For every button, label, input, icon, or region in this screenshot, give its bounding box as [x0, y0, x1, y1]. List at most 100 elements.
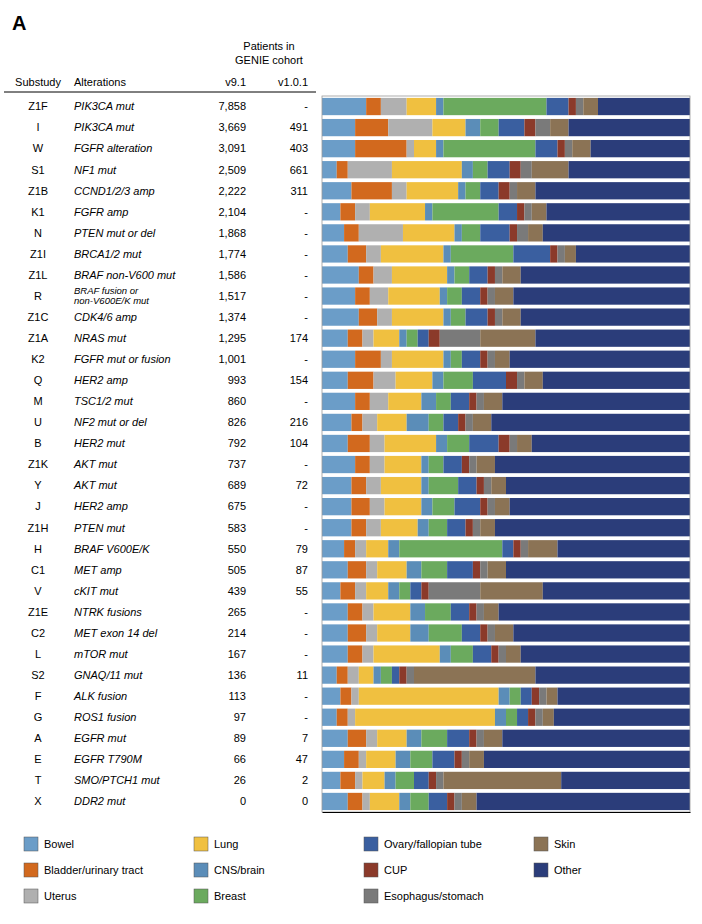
bar-segment	[521, 266, 690, 283]
bar-segment	[392, 666, 399, 683]
bar-segment	[388, 582, 399, 599]
bar-segment	[322, 666, 337, 683]
cohort-value: 1,001	[218, 353, 246, 365]
bar-segment	[477, 477, 484, 494]
alteration-label: PIK3CA mut	[74, 100, 135, 112]
bar-segment	[322, 561, 348, 578]
cohort-value: 1,586	[218, 269, 246, 281]
bar-segment	[558, 140, 565, 157]
bar-segment	[396, 751, 411, 768]
category-label: W	[33, 142, 44, 154]
bar-segment	[502, 266, 520, 283]
bar-segment	[362, 772, 384, 789]
bar-segment	[381, 477, 421, 494]
bar-segment	[469, 393, 476, 410]
category-label: J	[35, 500, 41, 512]
bar-segment	[355, 456, 370, 473]
alteration-label: TSC1/2 mut	[74, 395, 134, 407]
bar-segment	[495, 351, 510, 368]
series	[477, 98, 690, 810]
bar-segment	[513, 540, 520, 557]
bar-segment	[351, 519, 366, 536]
bar-segment	[377, 624, 410, 641]
bar-segment	[322, 519, 351, 536]
legend-swatch	[534, 837, 548, 851]
bar-segment	[480, 624, 487, 641]
category-label: K2	[31, 353, 44, 365]
bar-segment	[392, 308, 444, 325]
bar-segment	[488, 624, 495, 641]
bar-segment	[348, 161, 392, 178]
bar-segment	[499, 435, 510, 452]
bar-segment	[499, 203, 517, 220]
bar-segment	[392, 161, 462, 178]
bar-segment	[362, 603, 373, 620]
bar-segment	[546, 98, 568, 115]
bar-segment	[495, 709, 506, 726]
bar-segment	[381, 351, 392, 368]
bar-segment	[502, 308, 520, 325]
bar-segment	[362, 414, 377, 431]
bar-segment	[480, 224, 509, 241]
alteration-label: HER2 amp	[74, 374, 128, 386]
bar-segment	[399, 582, 410, 599]
bar-segment	[469, 456, 476, 473]
bar-segment	[440, 330, 480, 347]
cohort-value: 216	[290, 416, 308, 428]
bar-segment	[543, 224, 690, 241]
bar-segment	[443, 414, 458, 431]
legend-swatch	[364, 863, 378, 877]
bar-segment	[421, 582, 428, 599]
cohort-value: -	[304, 648, 308, 660]
plot-frame	[322, 96, 690, 812]
category-label: R	[34, 290, 42, 302]
bar-segment	[392, 182, 407, 199]
column-header: Substudy	[15, 76, 61, 88]
bar-segment	[322, 245, 348, 262]
bar-segment	[488, 498, 495, 515]
cohort-value: -	[304, 522, 308, 534]
bar-segment	[407, 666, 414, 683]
bar-segment	[414, 666, 535, 683]
bar-segment	[517, 182, 535, 199]
cohort-value: 154	[290, 374, 308, 386]
bar-segment	[451, 245, 514, 262]
bar-segment	[407, 330, 418, 347]
alteration-label: HER2 mut	[74, 437, 126, 449]
bar-segment	[462, 287, 480, 304]
bar-segment	[535, 666, 690, 683]
bar-segment	[510, 351, 690, 368]
bar-segment	[322, 498, 351, 515]
bar-segment	[469, 730, 476, 747]
bar-segment	[466, 308, 488, 325]
bar-segment	[510, 161, 521, 178]
bar-segment	[506, 561, 690, 578]
bar-segment	[440, 287, 447, 304]
bar-segment	[366, 624, 377, 641]
bar-segment	[374, 603, 411, 620]
bar-segment	[432, 372, 443, 389]
bar-segment	[447, 266, 454, 283]
alteration-label: EGFR mut	[74, 732, 127, 744]
alteration-label: FGFR amp	[74, 206, 128, 218]
bar-segment	[499, 182, 510, 199]
bar-segment	[348, 603, 363, 620]
bar-segment	[462, 456, 469, 473]
cohort-value: -	[304, 500, 308, 512]
category-label: C2	[31, 627, 45, 639]
bar-segment	[447, 519, 465, 536]
category-label: Z1A	[28, 332, 49, 344]
bar-segment	[517, 372, 524, 389]
bar-segment	[355, 351, 381, 368]
bar-segment	[488, 266, 495, 283]
bar-segment	[337, 709, 348, 726]
bar-segment	[399, 793, 410, 810]
cohort-value: 2,104	[218, 206, 246, 218]
cohort-value: 0	[302, 795, 308, 807]
legend-label: CUP	[384, 864, 407, 876]
series	[355, 98, 499, 810]
bar-segment	[359, 308, 377, 325]
bar-segment	[477, 393, 484, 410]
bar-segment	[443, 98, 546, 115]
bar-segment	[407, 140, 414, 157]
